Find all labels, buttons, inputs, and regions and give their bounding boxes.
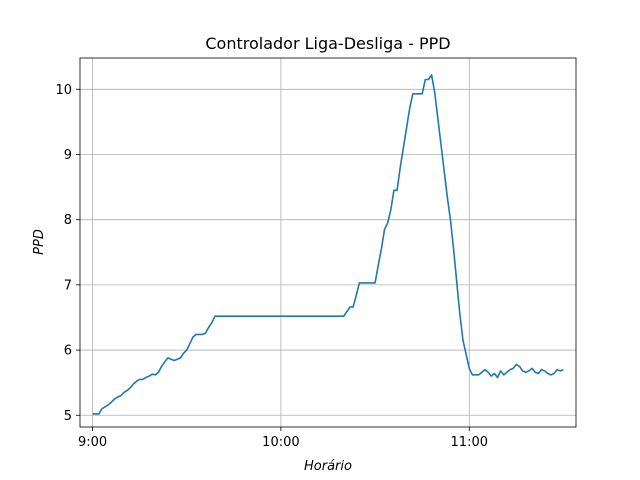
- plot-frame: [79, 57, 577, 428]
- y-tick-label: 7: [64, 278, 72, 293]
- y-tick-label: 9: [64, 148, 72, 163]
- x-axis-ticks: 9:00 10:00 11:00: [78, 427, 488, 450]
- grid-lines: [80, 58, 576, 427]
- y-tick-label: 8: [64, 213, 72, 228]
- y-tick-label: 6: [64, 344, 72, 359]
- x-axis-label: Horário: [304, 459, 352, 474]
- x-tick-label: 11:00: [451, 435, 488, 450]
- y-tick-label: 5: [64, 409, 72, 424]
- y-axis-label: PPD: [32, 229, 47, 255]
- y-tick-label: 10: [55, 83, 72, 98]
- x-tick-label: 10:00: [262, 435, 299, 450]
- series-line-0: [92, 74, 564, 415]
- chart-title: Controlador Liga-Desliga - PPD: [205, 34, 450, 53]
- x-tick-label: 9:00: [78, 435, 107, 450]
- y-axis-ticks: 5 6 7 8 9 10: [55, 83, 80, 424]
- series-group: [92, 74, 564, 415]
